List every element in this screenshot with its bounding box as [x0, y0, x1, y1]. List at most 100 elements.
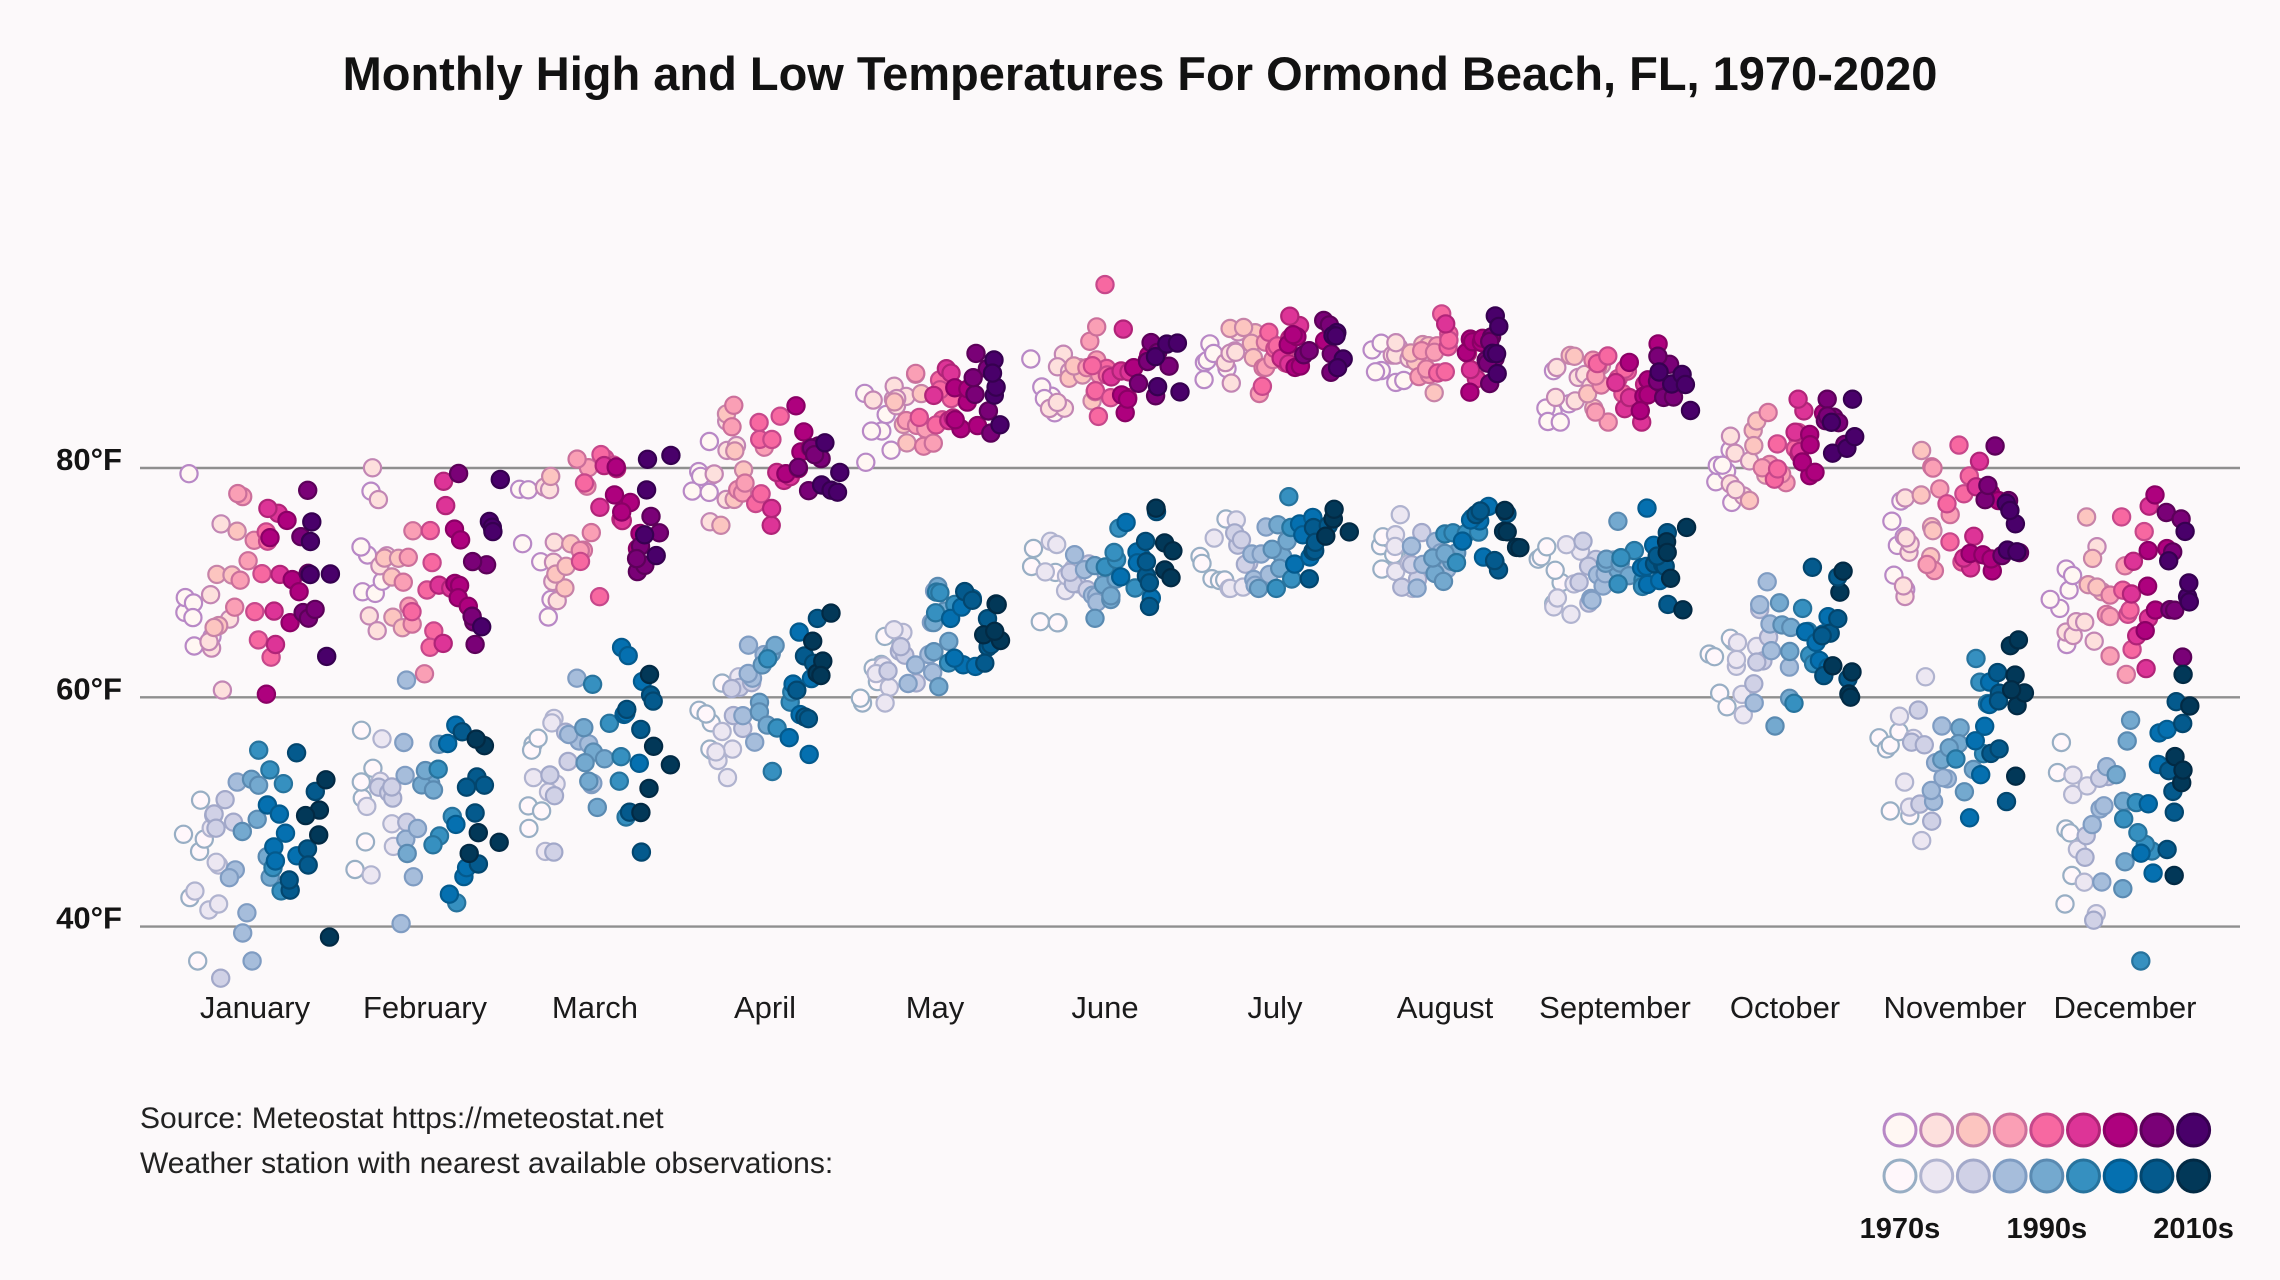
- data-point: [1113, 319, 1134, 339]
- data-point: [1139, 573, 1160, 593]
- data-point: [2082, 548, 2103, 569]
- data-point: [298, 480, 318, 500]
- data-point: [367, 621, 387, 641]
- data-point: [1088, 406, 1109, 427]
- data-point: [420, 520, 440, 541]
- data-point: [1637, 498, 1657, 518]
- data-point: [1327, 358, 1348, 378]
- data-point: [538, 607, 559, 627]
- data-point: [1660, 568, 1681, 589]
- data-point: [1821, 412, 1842, 432]
- data-point: [990, 415, 1010, 435]
- data-point: [1727, 632, 1748, 653]
- data-point: [575, 753, 595, 773]
- data-point: [1950, 718, 1970, 738]
- data-point: [468, 823, 488, 843]
- data-point: [2157, 839, 2177, 860]
- data-point: [789, 622, 809, 642]
- notable-data-point: [2131, 951, 2151, 971]
- data-point: [2060, 823, 2080, 843]
- data-point: [402, 602, 422, 622]
- data-point: [345, 859, 365, 880]
- data-point: [2135, 621, 2155, 641]
- data-point: [924, 385, 944, 406]
- legend-swatch-low-temperature-palette: [1882, 1158, 1918, 1194]
- data-point: [1556, 535, 1577, 555]
- data-point: [351, 537, 371, 557]
- data-point: [1204, 528, 1224, 548]
- data-point: [1842, 662, 1862, 682]
- data-point: [1452, 531, 1473, 551]
- data-point: [1486, 344, 1507, 364]
- data-point: [987, 594, 1007, 615]
- legend-swatch-high-temperature-palette: [1882, 1112, 1918, 1148]
- source-line-1: Source: Meteostat https://meteostat.net: [140, 1102, 664, 1135]
- data-point: [923, 433, 944, 453]
- data-point: [2138, 540, 2158, 561]
- data-point: [1923, 521, 1943, 541]
- data-point: [606, 457, 626, 477]
- data-point: [224, 597, 245, 617]
- data-point: [738, 663, 758, 684]
- data-point: [2074, 872, 2094, 892]
- data-point: [309, 825, 329, 845]
- data-point: [465, 803, 485, 823]
- data-point: [456, 777, 477, 797]
- data-point: [2120, 710, 2141, 731]
- data-point: [173, 824, 194, 845]
- data-point: [1299, 569, 1320, 589]
- data-point: [1117, 389, 1138, 409]
- data-point: [448, 463, 469, 484]
- data-point: [722, 739, 743, 759]
- month-label: September: [1539, 990, 1691, 1025]
- data-point: [758, 649, 778, 669]
- data-point: [368, 489, 389, 510]
- data-point: [1547, 588, 1568, 608]
- data-point: [260, 528, 280, 548]
- data-point: [351, 720, 372, 741]
- data-point: [542, 713, 562, 733]
- data-point: [786, 396, 806, 416]
- data-point: [298, 855, 318, 875]
- data-point: [2164, 600, 2185, 620]
- data-point: [2111, 507, 2132, 527]
- legend-swatch-high-temperature-palette: [2139, 1112, 2175, 1148]
- data-point: [2172, 713, 2193, 734]
- data-point: [265, 634, 286, 655]
- data-point: [489, 832, 509, 853]
- notable-data-point: [210, 968, 231, 988]
- data-point: [523, 767, 544, 788]
- data-point: [264, 601, 284, 621]
- data-point: [1817, 389, 1837, 409]
- data-point: [643, 736, 664, 757]
- data-point: [717, 767, 738, 788]
- y-tick-label: 80°F: [56, 442, 122, 477]
- data-point: [1675, 374, 1696, 395]
- data-point: [1569, 572, 1589, 592]
- data-point: [300, 564, 320, 585]
- data-point: [1279, 487, 1299, 507]
- data-point: [799, 744, 819, 765]
- data-point: [1974, 716, 1995, 737]
- data-point: [2113, 809, 2134, 829]
- data-point: [2145, 485, 2165, 505]
- data-point: [394, 732, 414, 753]
- data-point: [541, 466, 561, 487]
- data-point: [811, 665, 831, 686]
- legend-decade-label: 1990s: [2006, 1213, 2087, 1245]
- data-point: [1280, 306, 1300, 326]
- data-point: [446, 814, 466, 835]
- notable-data-point: [396, 670, 417, 690]
- data-point: [733, 706, 753, 726]
- data-point: [1064, 545, 1085, 565]
- data-point: [227, 521, 247, 541]
- data-point: [2062, 784, 2083, 805]
- data-point: [395, 765, 415, 786]
- data-point: [2120, 600, 2140, 620]
- data-point: [1608, 511, 1628, 532]
- data-point: [1086, 317, 1107, 337]
- data-point: [423, 780, 444, 800]
- data-point: [212, 680, 233, 700]
- data-point: [1192, 553, 1212, 574]
- data-point: [1649, 362, 1669, 382]
